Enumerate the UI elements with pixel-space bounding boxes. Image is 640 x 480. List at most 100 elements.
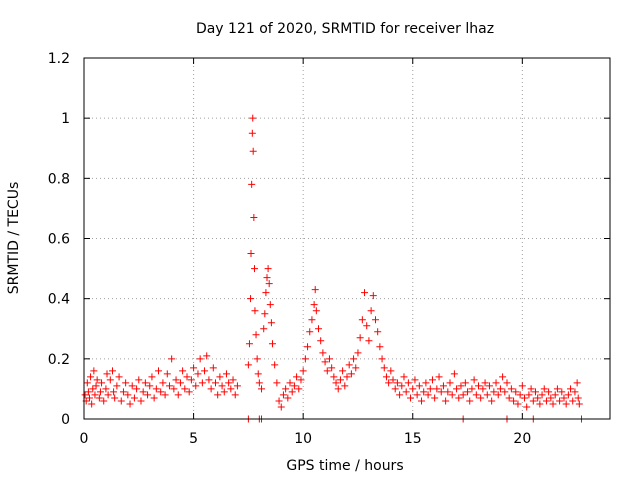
data-point	[409, 385, 417, 393]
data-point	[176, 379, 184, 387]
data-point	[481, 379, 489, 387]
data-point	[159, 379, 167, 387]
data-point	[334, 385, 342, 393]
data-point	[531, 388, 539, 396]
data-point	[496, 385, 504, 393]
data-point	[492, 379, 500, 387]
data-point	[468, 385, 476, 393]
data-point	[422, 379, 430, 387]
data-point	[233, 382, 241, 390]
data-point	[516, 391, 524, 399]
data-point	[124, 391, 132, 399]
data-point	[352, 364, 360, 372]
data-point	[306, 328, 314, 336]
data-point	[93, 376, 101, 384]
data-point	[271, 361, 279, 369]
data-point	[549, 400, 557, 408]
data-point	[534, 394, 542, 402]
data-point	[510, 397, 518, 405]
data-point	[268, 340, 276, 348]
data-point	[512, 388, 520, 396]
data-point	[183, 373, 191, 381]
data-point	[263, 274, 271, 282]
data-point	[479, 385, 487, 393]
data-point	[503, 379, 511, 387]
data-point	[459, 391, 467, 399]
data-point	[174, 391, 182, 399]
data-point	[317, 337, 325, 345]
data-point	[505, 394, 513, 402]
data-point	[203, 352, 211, 360]
data-point	[194, 370, 202, 378]
data-point	[205, 376, 213, 384]
data-point	[100, 397, 108, 405]
data-point	[538, 391, 546, 399]
data-point	[260, 325, 268, 333]
data-point	[428, 376, 436, 384]
data-point	[301, 355, 309, 363]
data-point	[567, 385, 575, 393]
data-point	[437, 388, 445, 396]
data-point	[444, 388, 452, 396]
data-point	[152, 385, 160, 393]
data-point	[446, 379, 454, 387]
data-point	[457, 382, 465, 390]
data-point	[507, 385, 515, 393]
data-point	[245, 340, 253, 348]
y-tick-label: 1	[61, 111, 70, 127]
data-point	[426, 385, 434, 393]
data-point	[523, 403, 531, 411]
data-point	[254, 370, 262, 378]
y-tick-label: 0.2	[48, 352, 70, 368]
y-axis-label: SRMTID / TECUs	[6, 182, 22, 295]
data-point	[545, 388, 553, 396]
data-point	[225, 379, 233, 387]
data-point	[391, 385, 399, 393]
data-point	[569, 397, 577, 405]
data-point	[163, 370, 171, 378]
data-point	[92, 382, 100, 390]
data-point	[220, 388, 228, 396]
tick-layer: 0 0.2 0.4 0.6 0.8 1 1.2 0 5 10 15 20	[48, 51, 610, 447]
data-point	[466, 397, 474, 405]
data-point	[252, 331, 260, 339]
data-point	[284, 394, 292, 402]
data-point	[250, 213, 258, 221]
data-point	[209, 364, 217, 372]
data-point	[347, 370, 355, 378]
data-point	[249, 114, 257, 122]
data-point	[400, 373, 408, 381]
data-point	[248, 180, 256, 188]
data-point	[540, 385, 548, 393]
data-point	[282, 385, 290, 393]
data-point	[85, 394, 93, 402]
data-point	[262, 289, 270, 297]
x-axis-label: GPS time / hours	[286, 458, 403, 474]
data-point	[261, 310, 269, 318]
data-point	[378, 355, 386, 363]
data-point	[455, 394, 463, 402]
data-point	[192, 382, 200, 390]
data-point	[387, 367, 395, 375]
data-point	[477, 394, 485, 402]
data-point	[144, 391, 152, 399]
data-point	[501, 388, 509, 396]
data-point	[402, 388, 410, 396]
data-point	[521, 394, 529, 402]
data-point	[415, 382, 423, 390]
x-tick-label: 0	[80, 431, 89, 447]
data-point	[279, 391, 287, 399]
data-point	[108, 367, 116, 375]
data-point	[367, 307, 375, 315]
data-point	[358, 316, 366, 324]
data-point	[380, 364, 388, 372]
data-point	[332, 379, 340, 387]
data-point	[214, 391, 222, 399]
data-point	[87, 373, 95, 381]
data-point	[126, 400, 134, 408]
data-point	[558, 388, 566, 396]
data-point	[88, 400, 96, 408]
data-point	[553, 385, 561, 393]
data-point	[304, 343, 312, 351]
